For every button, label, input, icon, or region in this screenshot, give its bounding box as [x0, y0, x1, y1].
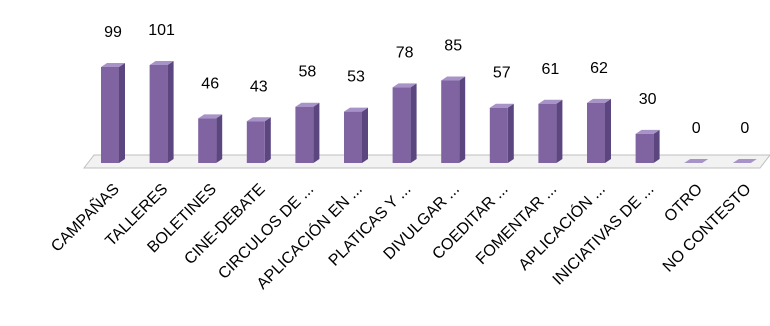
bar	[587, 98, 611, 163]
bar	[732, 159, 757, 163]
data-label: 101	[148, 22, 175, 39]
bar	[101, 62, 125, 163]
bar-face	[489, 107, 508, 163]
x-tick-label: APLICACIÓN ...	[514, 179, 609, 274]
bar-face	[653, 129, 660, 163]
bar-face	[149, 61, 174, 65]
data-label: 61	[542, 61, 560, 78]
bar-face	[167, 61, 174, 163]
data-label: 99	[104, 24, 122, 41]
bar-face	[264, 117, 271, 163]
bar	[538, 99, 563, 163]
data-label: 0	[692, 120, 701, 137]
bar-face	[149, 65, 168, 163]
data-label: 53	[347, 69, 365, 86]
bar-face	[392, 83, 417, 88]
data-label: 85	[444, 38, 462, 55]
bar-face	[246, 121, 265, 163]
bar-face	[392, 87, 411, 163]
x-tick-label: NO CONTESTO	[660, 181, 755, 276]
data-label: 0	[740, 120, 749, 137]
bar-face	[246, 117, 271, 122]
bar-face	[556, 99, 563, 163]
bar-face	[198, 118, 217, 163]
bar-face	[101, 66, 119, 163]
bar	[392, 83, 417, 163]
x-tick-label: PLATICAS Y ...	[326, 181, 415, 270]
bar-face	[635, 129, 660, 134]
bar-face	[489, 103, 514, 108]
data-label: 43	[250, 78, 268, 95]
bar-face	[295, 106, 314, 163]
data-label: 46	[201, 75, 219, 92]
bar-face	[344, 107, 368, 112]
bar-face	[119, 62, 125, 163]
bar	[198, 114, 223, 163]
bar	[684, 159, 709, 163]
bar-face	[313, 102, 320, 163]
bar-face	[441, 76, 466, 81]
bar-face	[605, 98, 611, 163]
bar-face	[441, 80, 460, 163]
bar	[149, 61, 174, 163]
bar-face	[538, 99, 563, 104]
data-label: 58	[299, 64, 317, 81]
data-label: 62	[590, 60, 608, 77]
bar-face	[587, 98, 611, 103]
bar	[635, 129, 660, 163]
bar	[295, 102, 320, 163]
bar-face	[362, 107, 368, 163]
bar-face	[295, 102, 320, 107]
bar-face	[732, 159, 757, 163]
bar-face	[635, 133, 654, 163]
data-label: 78	[396, 44, 414, 61]
bar-face	[684, 159, 709, 163]
bar-face	[459, 76, 466, 163]
bar	[489, 103, 514, 163]
bar	[441, 76, 466, 163]
bar-face	[101, 62, 125, 67]
bar-face	[198, 114, 223, 119]
bar-face	[538, 103, 557, 163]
bar-face	[410, 83, 417, 163]
bar-face	[507, 103, 514, 163]
bar-face	[216, 114, 223, 163]
x-tick-label: OTRO	[661, 181, 706, 226]
bar-face	[344, 111, 362, 163]
floor	[82, 154, 770, 169]
data-label: 57	[493, 65, 511, 82]
data-label: 30	[639, 91, 657, 108]
bar-face	[587, 102, 605, 163]
bar	[344, 107, 368, 163]
bar	[246, 117, 271, 163]
